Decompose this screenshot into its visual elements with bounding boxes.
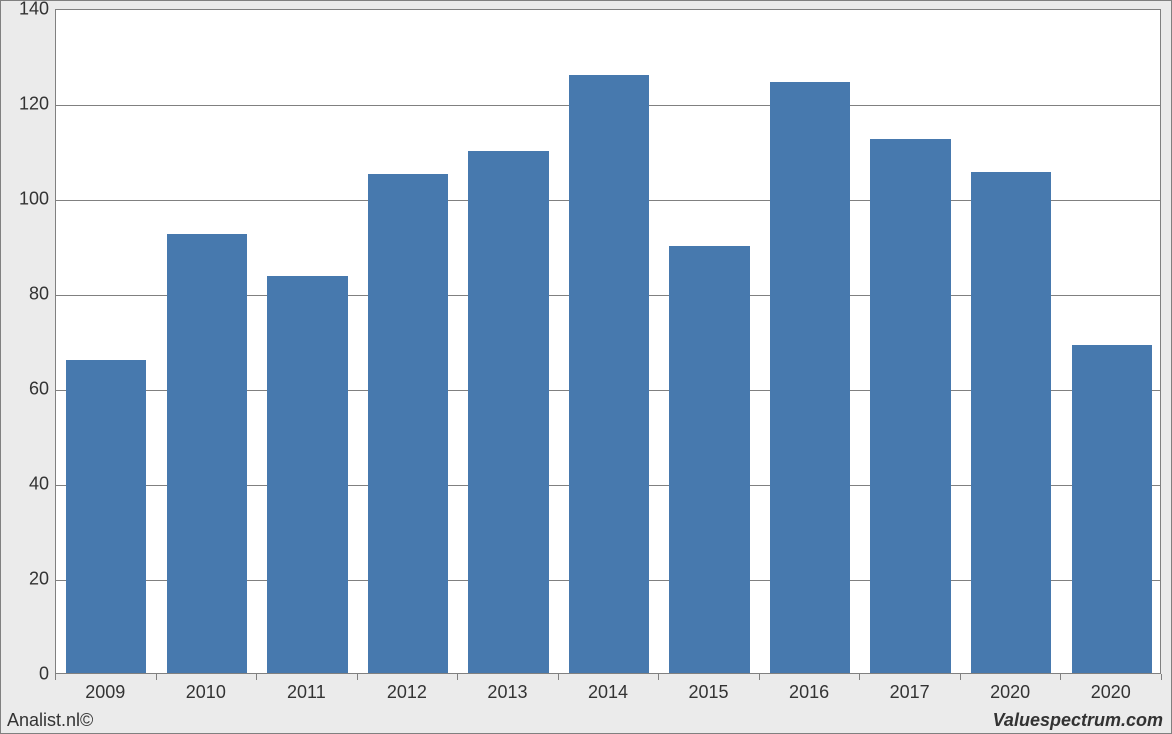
x-tick-mark <box>759 674 760 680</box>
x-tick-mark <box>1161 674 1162 680</box>
x-tick-mark <box>256 674 257 680</box>
x-tick-mark <box>859 674 860 680</box>
x-tick-label: 2020 <box>1091 682 1131 703</box>
y-tick-label: 140 <box>1 0 49 20</box>
x-tick-label: 2020 <box>990 682 1030 703</box>
x-tick-mark <box>156 674 157 680</box>
y-tick-label: 40 <box>1 474 49 495</box>
bar <box>66 360 146 674</box>
chart-container: Analist.nl© Valuespectrum.com 0 20 40 60 80 1… <box>0 0 1172 734</box>
bar <box>468 151 548 674</box>
x-tick-mark <box>55 674 56 680</box>
bar <box>770 82 850 673</box>
bar <box>971 172 1051 673</box>
x-tick-mark <box>457 674 458 680</box>
x-tick-label: 2010 <box>186 682 226 703</box>
bar <box>870 139 950 673</box>
x-tick-mark <box>658 674 659 680</box>
x-tick-mark <box>558 674 559 680</box>
footer-right-credit: Valuespectrum.com <box>993 710 1163 731</box>
x-tick-mark <box>357 674 358 680</box>
x-tick-mark <box>960 674 961 680</box>
bar <box>569 75 649 674</box>
y-tick-label: 20 <box>1 569 49 590</box>
x-tick-label: 2014 <box>588 682 628 703</box>
footer-left-credit: Analist.nl© <box>7 710 93 731</box>
y-tick-label: 80 <box>1 284 49 305</box>
plot-area <box>55 9 1161 674</box>
bar <box>1072 345 1152 673</box>
bar <box>368 174 448 673</box>
y-tick-label: 0 <box>1 664 49 685</box>
bar <box>669 246 749 674</box>
x-tick-label: 2011 <box>287 682 326 703</box>
y-tick-label: 100 <box>1 189 49 210</box>
x-tick-label: 2015 <box>689 682 729 703</box>
y-tick-label: 60 <box>1 379 49 400</box>
x-tick-label: 2017 <box>890 682 930 703</box>
x-tick-label: 2009 <box>85 682 125 703</box>
x-tick-mark <box>1060 674 1061 680</box>
bar <box>267 276 347 673</box>
y-tick-label: 120 <box>1 94 49 115</box>
x-tick-label: 2013 <box>487 682 527 703</box>
bar <box>167 234 247 673</box>
x-tick-label: 2016 <box>789 682 829 703</box>
x-tick-label: 2012 <box>387 682 427 703</box>
